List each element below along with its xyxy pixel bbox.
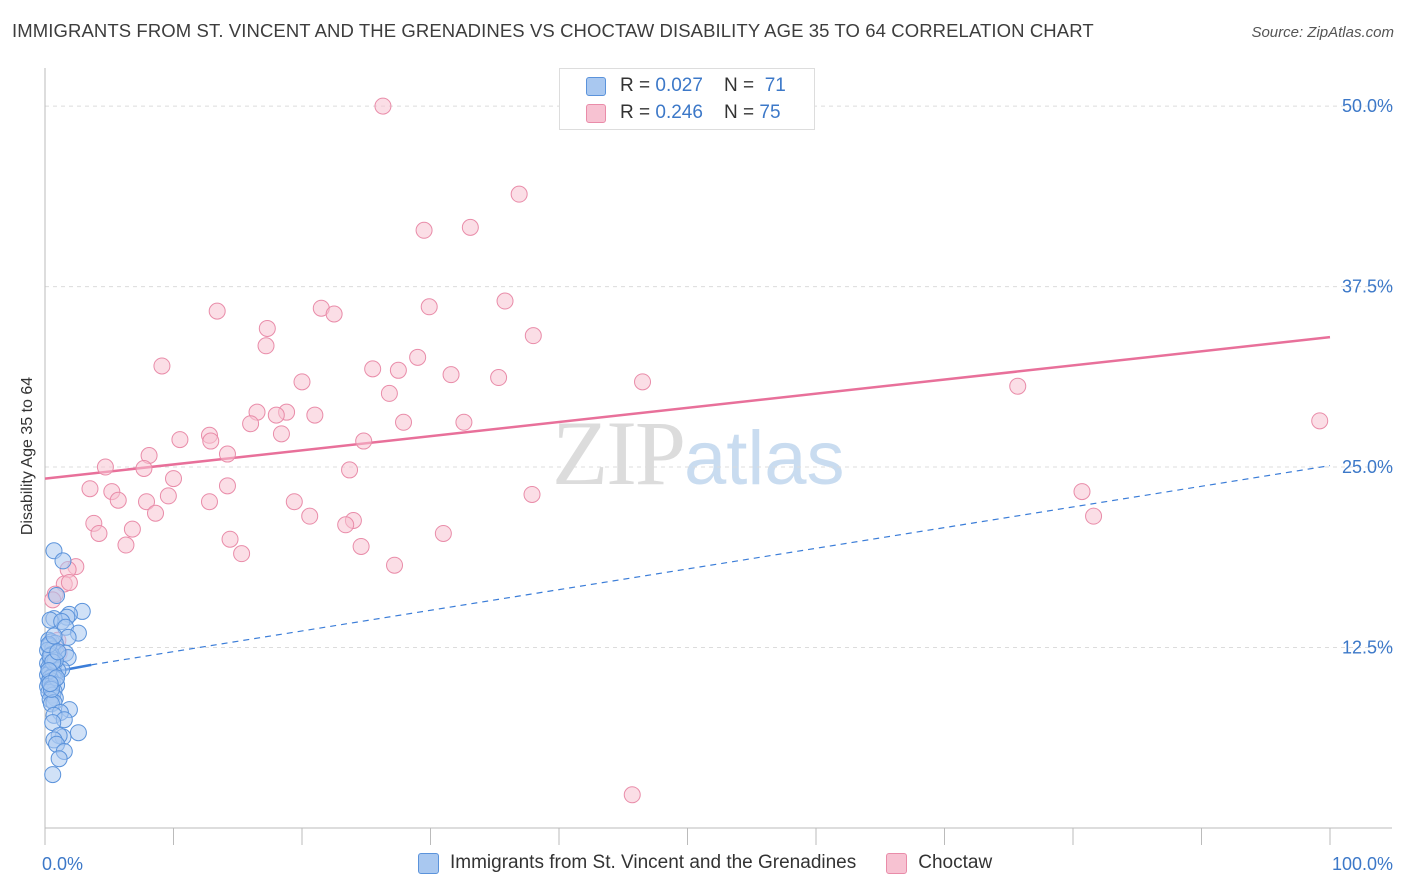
point-choctaw: [117, 536, 135, 554]
y-tick-label: 25.0%: [1342, 457, 1393, 477]
point-choctaw: [623, 786, 641, 804]
point-choctaw: [389, 361, 407, 379]
point-choctaw: [200, 493, 218, 511]
point-st-vincent: [45, 627, 63, 645]
legend-r-value: 0.246: [655, 102, 703, 123]
point-choctaw: [1085, 507, 1103, 525]
point-choctaw: [496, 292, 514, 310]
y-tick-label: 12.5%: [1342, 638, 1393, 658]
point-choctaw: [301, 507, 319, 525]
point-choctaw: [135, 459, 153, 477]
point-choctaw: [109, 491, 127, 509]
point-st-vincent: [50, 750, 68, 768]
point-choctaw: [153, 357, 171, 375]
point-st-vincent: [49, 643, 67, 661]
point-st-vincent: [69, 724, 87, 742]
point-choctaw: [1311, 412, 1329, 430]
legend-n-label: N =: [724, 102, 760, 123]
point-choctaw: [386, 556, 404, 574]
point-choctaw: [490, 369, 508, 387]
point-choctaw: [1009, 377, 1027, 395]
point-choctaw: [523, 485, 541, 503]
y-tick-label: 37.5%: [1342, 277, 1393, 297]
point-choctaw: [434, 524, 452, 542]
series1-swatch: [418, 852, 439, 874]
point-choctaw: [634, 373, 652, 391]
correlation-legend: R = 0.027 N = 71 R = 0.246 N = 75: [559, 68, 815, 130]
point-choctaw: [233, 545, 251, 563]
series2-label: Choctaw: [918, 852, 993, 873]
point-st-vincent: [48, 587, 66, 605]
point-choctaw: [138, 493, 156, 511]
point-choctaw: [461, 218, 479, 236]
point-choctaw: [81, 480, 99, 498]
y-tick-label: 50.0%: [1342, 96, 1393, 116]
point-choctaw: [165, 470, 182, 488]
x-tick-label: 0.0%: [42, 854, 83, 874]
point-choctaw: [60, 574, 78, 592]
legend-n-value: 75: [759, 102, 781, 123]
point-choctaw: [455, 413, 473, 431]
point-choctaw: [395, 413, 413, 431]
legend-swatch-pink: [586, 104, 606, 123]
point-choctaw: [306, 406, 324, 424]
point-choctaw: [267, 406, 285, 424]
point-st-vincent: [44, 766, 62, 784]
data-points: [39, 97, 1329, 804]
gridlines: [45, 105, 1392, 649]
trend-line-series2: [44, 335, 1331, 480]
legend-swatch-blue: [586, 77, 606, 96]
point-choctaw: [258, 319, 276, 337]
point-st-vincent: [54, 552, 72, 570]
point-choctaw: [380, 384, 398, 402]
point-choctaw: [355, 432, 373, 450]
trend-line-series1-dashed: [91, 465, 1331, 666]
point-choctaw: [420, 298, 438, 316]
legend-r-label: R =: [620, 102, 656, 123]
point-choctaw: [147, 504, 165, 522]
point-choctaw: [221, 530, 239, 548]
point-choctaw: [325, 305, 343, 323]
point-choctaw: [90, 524, 108, 542]
point-choctaw: [341, 461, 359, 479]
point-choctaw: [1073, 483, 1091, 501]
point-choctaw: [352, 537, 370, 555]
legend-r-value: 0.027: [655, 75, 703, 96]
point-choctaw: [159, 487, 177, 505]
point-choctaw: [442, 366, 460, 384]
point-choctaw: [257, 337, 275, 355]
point-st-vincent: [41, 675, 59, 693]
series2-swatch: [886, 852, 908, 874]
point-choctaw: [218, 477, 236, 495]
point-choctaw: [171, 431, 189, 449]
point-choctaw: [415, 221, 433, 239]
point-choctaw: [96, 458, 114, 476]
legend-n-label: N =: [724, 75, 760, 96]
point-choctaw: [510, 185, 528, 203]
series-legend: Immigrants from St. Vincent and the Gren…: [418, 852, 992, 874]
point-choctaw: [364, 360, 382, 378]
point-choctaw: [218, 445, 236, 463]
point-choctaw: [337, 516, 355, 534]
point-choctaw: [123, 520, 141, 538]
series1-label: Immigrants from St. Vincent and the Gren…: [450, 852, 857, 873]
point-choctaw: [242, 415, 260, 433]
x-tick-label: 100.0%: [1332, 854, 1393, 874]
point-choctaw: [524, 327, 542, 345]
tick-labels: 12.5% 25.0% 37.5% 50.0% 0.0% 100.0%: [42, 96, 1393, 874]
source-credit: Source: ZipAtlas.com: [1251, 24, 1394, 41]
chart-title: IMMIGRANTS FROM ST. VINCENT AND THE GREN…: [12, 20, 1094, 41]
point-choctaw: [272, 425, 290, 443]
legend-n-value: 71: [764, 75, 786, 96]
point-choctaw: [285, 493, 303, 511]
point-choctaw: [202, 432, 220, 450]
trend-lines: [44, 335, 1331, 675]
point-choctaw: [208, 302, 226, 320]
legend-r-label: R =: [620, 75, 656, 96]
point-choctaw: [374, 97, 392, 115]
point-choctaw: [409, 348, 427, 366]
point-choctaw: [293, 373, 311, 391]
